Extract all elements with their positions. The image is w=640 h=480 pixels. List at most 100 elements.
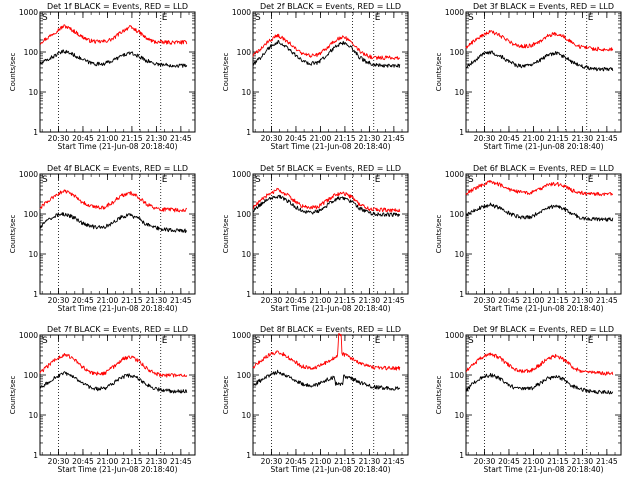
chart-title: Det 6f BLACK = Events, RED = LLD [473, 164, 614, 173]
start-marker: S [255, 175, 261, 185]
x-tick-label: 21:45 [596, 296, 618, 305]
lld-rate-line [252, 333, 401, 371]
plot-frame [252, 334, 409, 456]
y-tick-label: 100 [450, 48, 465, 57]
x-tick-label: 20:30 [48, 296, 70, 305]
x-tick-label: 20:45 [285, 457, 307, 466]
x-tick-label: 21:30 [146, 134, 168, 143]
y-tick-label: 100 [237, 48, 252, 57]
events-rate-line [39, 371, 188, 394]
panel-5: Det 5f BLACK = Events, RED = LLD 1 10 100 10… [222, 164, 409, 313]
x-tick-label: 21:45 [170, 296, 192, 305]
events-rate-line [252, 194, 401, 217]
y-tick-label: 1 [33, 451, 38, 460]
x-tick-label: 21:30 [572, 296, 594, 305]
y-tick-label: 1000 [232, 8, 251, 17]
y-axis-label: Counts/sec [222, 53, 230, 92]
chart-title: Det 9f BLACK = Events, RED = LLD [473, 325, 614, 334]
start-marker: S [42, 336, 48, 346]
end-marker: E [588, 13, 594, 23]
y-tick-label: 1 [459, 128, 464, 137]
events-rate-line [465, 372, 614, 395]
start-marker: S [468, 175, 474, 185]
y-axis-label: Counts/sec [435, 376, 443, 415]
y-tick-label: 1000 [232, 170, 251, 179]
y-tick-label: 10 [241, 411, 251, 420]
y-tick-label: 1 [33, 128, 38, 137]
y-tick-label: 1000 [232, 331, 251, 340]
x-tick-label: 21:15 [547, 296, 569, 305]
y-axis-label: Counts/sec [435, 53, 443, 92]
start-marker: S [42, 175, 48, 185]
x-tick-label: 21:30 [146, 457, 168, 466]
x-tick-label: 20:30 [261, 134, 283, 143]
x-tick-label: 21:45 [596, 457, 618, 466]
y-tick-label: 100 [450, 371, 465, 380]
y-tick-label: 1 [246, 290, 251, 299]
x-tick-label: 21:00 [97, 134, 119, 143]
x-tick-label: 21:00 [310, 457, 332, 466]
x-tick-label: 21:15 [334, 134, 356, 143]
y-axis-label: Counts/sec [9, 215, 17, 254]
x-tick-label: 21:45 [383, 457, 405, 466]
panel-6: Det 6f BLACK = Events, RED = LLD 1 10 100 10… [435, 164, 622, 313]
x-tick-label: 21:30 [359, 134, 381, 143]
end-marker: E [375, 13, 381, 23]
x-tick-label: 20:30 [261, 296, 283, 305]
events-rate-line [39, 212, 188, 234]
x-tick-label: 20:45 [285, 134, 307, 143]
y-tick-label: 1000 [19, 8, 38, 17]
y-tick-label: 100 [24, 210, 39, 219]
lld-rate-line [465, 352, 614, 376]
panel-1: Det 1f BLACK = Events, RED = LLD 1 10 100 10… [9, 2, 196, 151]
x-tick-label: 20:45 [498, 457, 520, 466]
panel-7: Det 7f BLACK = Events, RED = LLD 1 10 100 10… [9, 325, 196, 474]
x-tick-label: 21:15 [121, 134, 143, 143]
end-marker: E [162, 13, 168, 23]
chart-title: Det 8f BLACK = Events, RED = LLD [260, 325, 401, 334]
y-axis-label: Counts/sec [222, 215, 230, 254]
chart-title: Det 4f BLACK = Events, RED = LLD [47, 164, 188, 173]
plot-frame [252, 11, 409, 133]
plot-frame [39, 334, 196, 456]
lld-rate-line [465, 180, 614, 197]
y-tick-label: 1000 [445, 170, 464, 179]
events-rate-line [39, 49, 188, 68]
x-tick-label: 20:45 [498, 134, 520, 143]
x-tick-label: 20:30 [48, 457, 70, 466]
x-tick-label: 20:45 [72, 457, 94, 466]
y-axis-label: Counts/sec [9, 376, 17, 415]
x-tick-label: 21:30 [146, 296, 168, 305]
y-tick-label: 10 [241, 250, 251, 259]
y-tick-label: 1 [246, 128, 251, 137]
y-tick-label: 10 [241, 88, 251, 97]
x-tick-label: 20:45 [285, 296, 307, 305]
x-axis-label: Start Time (21-Jun-08 20:18:40) [271, 465, 391, 474]
x-tick-label: 21:45 [596, 134, 618, 143]
y-tick-label: 10 [454, 250, 464, 259]
end-marker: E [162, 175, 168, 185]
x-axis-label: Start Time (21-Jun-08 20:18:40) [484, 142, 604, 151]
y-tick-label: 1000 [445, 331, 464, 340]
plot-frame [465, 173, 622, 295]
x-tick-label: 20:30 [474, 457, 496, 466]
plot-frame [39, 11, 196, 133]
lld-rate-line [252, 187, 401, 213]
end-marker: E [375, 175, 381, 185]
y-tick-label: 100 [237, 371, 252, 380]
y-tick-label: 1 [459, 451, 464, 460]
x-axis-label: Start Time (21-Jun-08 20:18:40) [484, 465, 604, 474]
y-tick-label: 10 [454, 88, 464, 97]
start-marker: S [468, 13, 474, 23]
x-axis-label: Start Time (21-Jun-08 20:18:40) [58, 465, 178, 474]
end-marker: E [588, 336, 594, 346]
x-tick-label: 20:45 [72, 134, 94, 143]
x-tick-label: 21:15 [121, 457, 143, 466]
chart-title: Det 5f BLACK = Events, RED = LLD [260, 164, 401, 173]
x-tick-label: 21:15 [121, 296, 143, 305]
y-axis-label: Counts/sec [9, 53, 17, 92]
x-tick-label: 21:45 [383, 134, 405, 143]
x-axis-label: Start Time (21-Jun-08 20:18:40) [271, 142, 391, 151]
chart-title: Det 2f BLACK = Events, RED = LLD [260, 2, 401, 11]
